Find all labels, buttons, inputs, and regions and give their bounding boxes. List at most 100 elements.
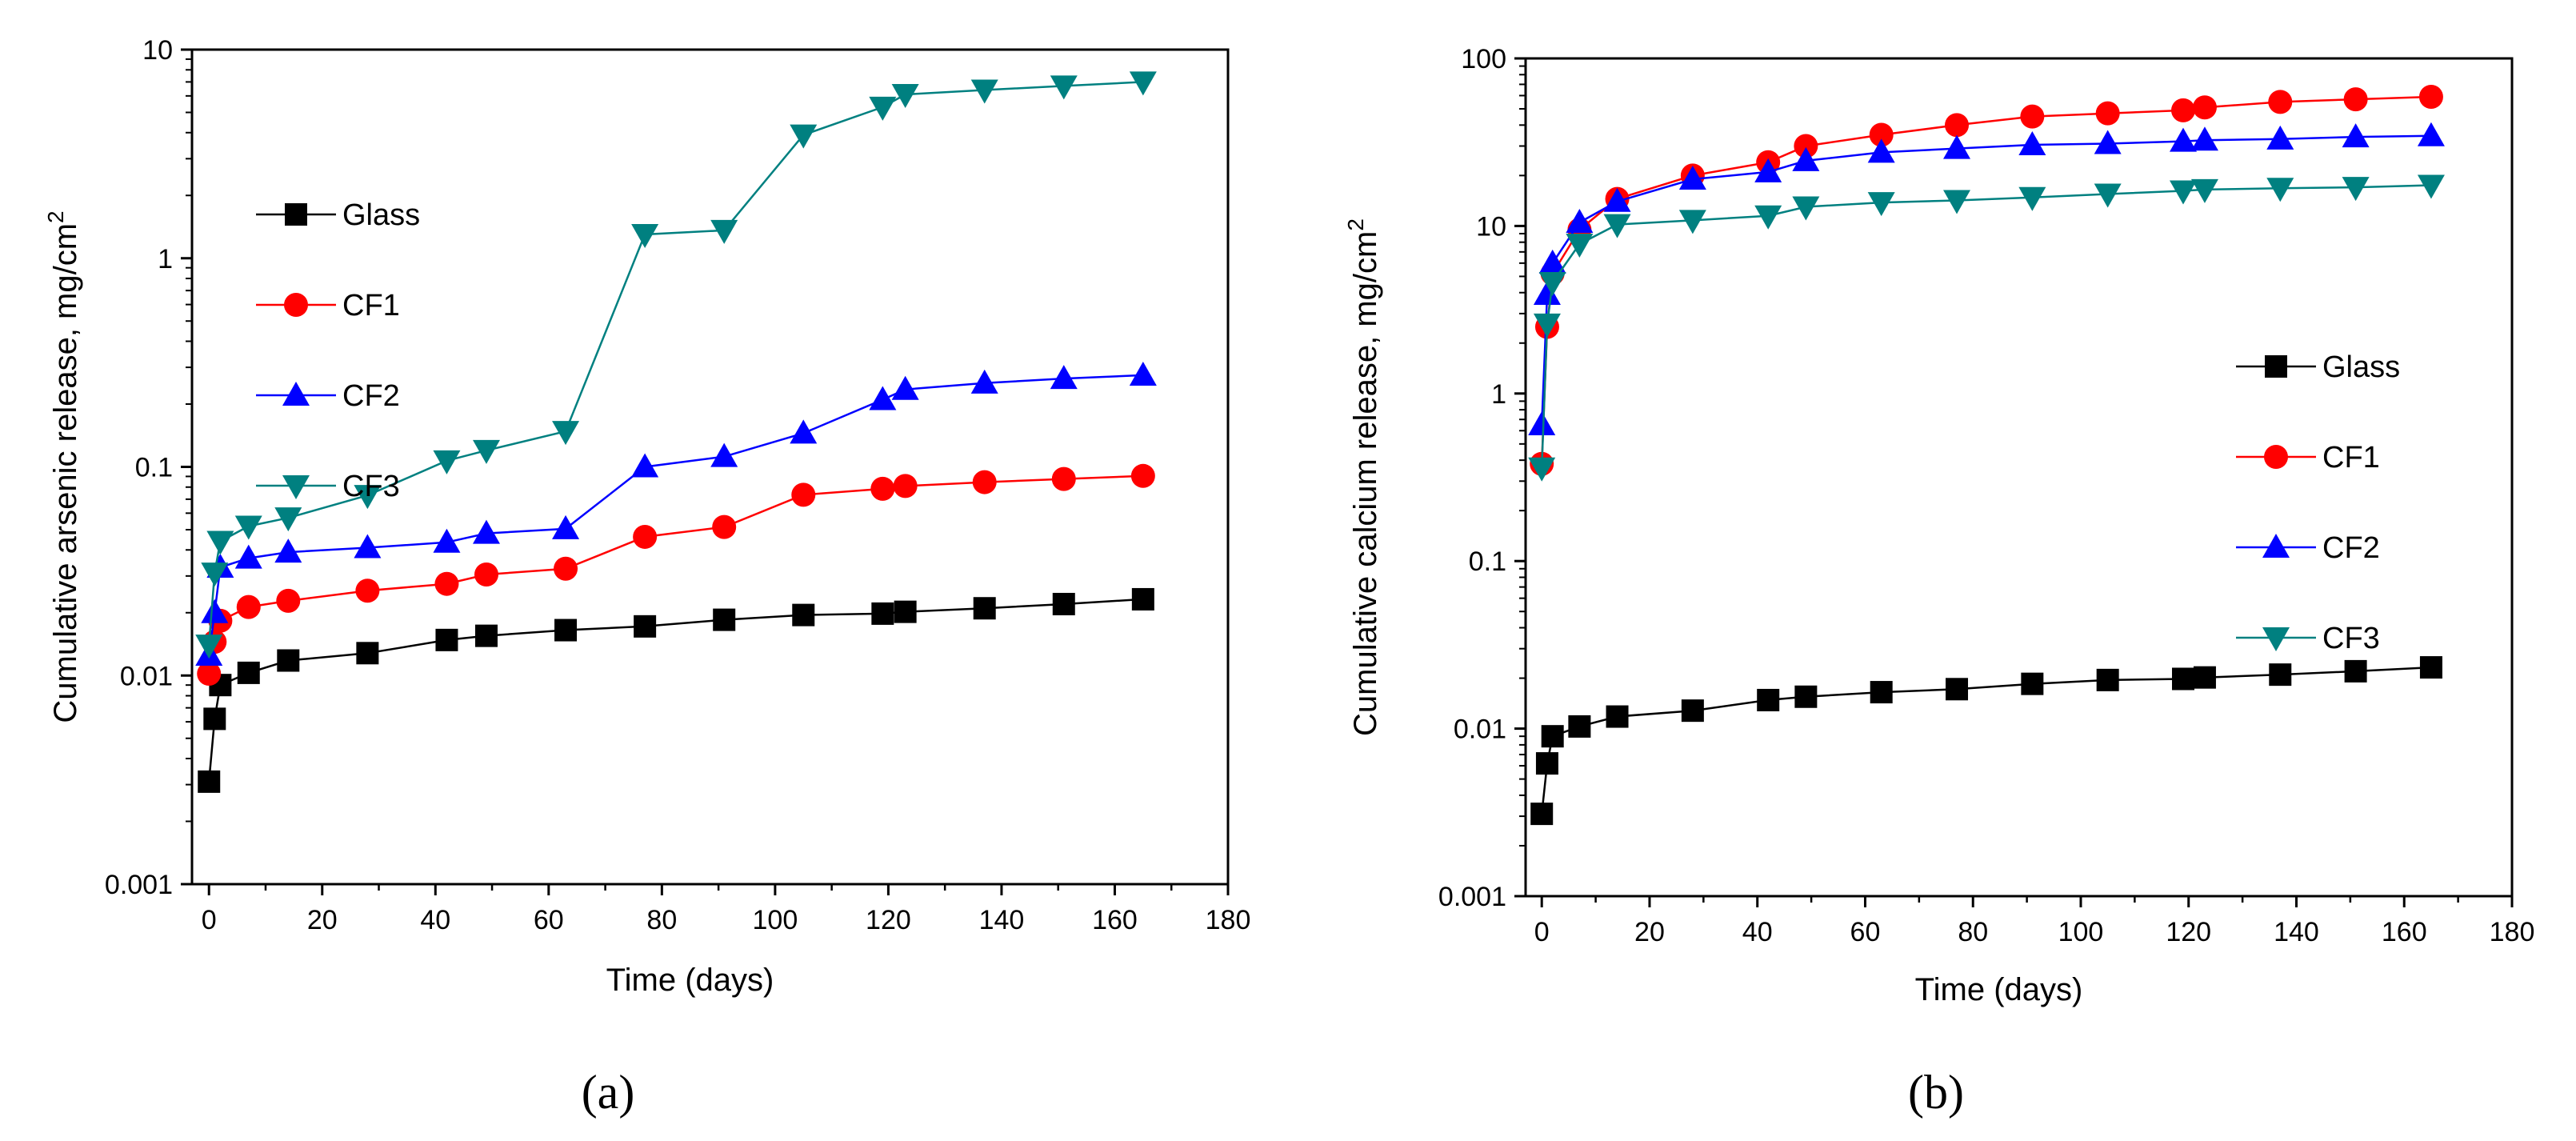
chart2-y-tick-label: 100	[1461, 44, 1506, 74]
chart2-y-tick-label: 1	[1491, 379, 1506, 410]
chart1-data-point-cf1	[197, 662, 222, 687]
chart1-data-point-glass	[634, 615, 657, 638]
chart1-legend-marker	[282, 475, 310, 499]
chart1-legend-item-cf1: CF1	[256, 289, 400, 322]
chart2-legend-marker	[2265, 355, 2287, 378]
chart1-data-point-glass	[1131, 587, 1154, 611]
chart1-data-point-cf3	[354, 485, 382, 510]
chart1-data-point-cf1	[236, 595, 261, 619]
chart1-legend-label: CF2	[342, 379, 400, 413]
chart2-series-line-glass	[1540, 666, 2431, 815]
chart2-data-point-cf3	[2018, 186, 2046, 211]
chart2-legend-label: Glass	[2322, 350, 2400, 384]
chart2-legend-label: CF1	[2322, 441, 2380, 474]
chart1-data-point-cf2	[1050, 365, 1078, 390]
chart1-panel-label: (a)	[582, 1066, 635, 1119]
chart2-data-point-cf1	[2343, 87, 2368, 112]
chart2-data-point-cf3	[2094, 183, 2122, 208]
chart2-data-point-cf2	[2342, 123, 2370, 148]
chart1-data-point-cf1	[474, 562, 498, 587]
chart2-data-point-cf2	[1754, 158, 1782, 182]
chart1-data-point-cf1	[633, 524, 658, 549]
chart2-data-point-cf3	[2190, 178, 2218, 203]
chart1-data-point-cf1	[870, 476, 895, 501]
chart1-x-tick-label: 180	[1206, 905, 1251, 935]
chart1-data-point-cf3	[869, 96, 897, 121]
chart2-data-point-cf3	[1678, 210, 1706, 234]
chart1-data-point-cf2	[1129, 361, 1157, 386]
chart2-data-point-cf2	[1603, 187, 1631, 212]
chart1: 0 20 40 60 80 100 120 140 160 180 0.001 0.01 0.1 1 10 G…	[43, 35, 1250, 1119]
chart2-data-point-glass	[2193, 666, 2216, 689]
chart1-data-point-cf3	[891, 83, 919, 108]
chart1-x-tick-label: 140	[979, 905, 1025, 935]
chart1-y-axis-label-superscript: 2	[43, 210, 68, 223]
chart2-data-point-cf1	[1794, 134, 1818, 158]
chart2-data-point-cf2	[1528, 410, 1556, 435]
chart2-data-point-cf3	[2170, 180, 2197, 205]
chart1-data-point-cf3	[790, 124, 818, 149]
chart1-data-point-cf2	[552, 514, 580, 539]
chart2-y-axis-label-main: Cumulative calcium release, mg/cm	[1348, 231, 1383, 736]
chart2-data-point-glass	[1530, 803, 1554, 826]
chart1-legend-item-cf3: CF3	[256, 470, 400, 503]
chart2-legend-label: CF2	[2322, 531, 2380, 565]
chart2-y-tick-label: 0.01	[1454, 715, 1506, 745]
chart1-data-point-glass	[1052, 592, 1075, 615]
chart2-y-axis-label-superscript: 2	[1343, 218, 1368, 231]
chart1-y-tick-label: 10	[142, 35, 173, 66]
chart1-data-point-cf2	[869, 386, 897, 410]
chart1-legend-label: CF1	[342, 289, 400, 322]
chart2-data-point-glass	[1535, 752, 1558, 775]
chart2-x-tick-label: 80	[1958, 917, 1988, 947]
chart1-data-point-cf2	[631, 453, 659, 478]
chart1-data-point-cf3	[710, 219, 738, 244]
chart2-y-tick-label: 0.001	[1438, 882, 1506, 912]
chart1-x-tick-label: 40	[420, 905, 450, 935]
chart2-data-point-cf1	[2020, 104, 2045, 129]
chart2-data-point-glass	[1568, 715, 1591, 738]
chart2-data-point-cf3	[1603, 214, 1631, 238]
chart2-data-point-cf2	[1678, 166, 1706, 190]
chart2-x-tick-label: 40	[1742, 917, 1773, 947]
chart1-data-point-glass	[792, 603, 815, 627]
chart2-series-glass	[1530, 656, 2442, 826]
chart1-data-point-cf1	[434, 571, 459, 596]
chart1-legend-label: Glass	[342, 198, 420, 232]
chart1-x-tick-label: 0	[202, 905, 217, 935]
chart1-data-point-cf1	[554, 556, 578, 581]
chart1-data-point-glass	[554, 619, 578, 642]
chart1-data-point-cf1	[791, 482, 816, 507]
chart2-data-point-cf2	[2018, 130, 2046, 155]
chart2-x-tick-label: 140	[2274, 917, 2319, 947]
chart2-data-point-glass	[2172, 667, 2194, 691]
chart2-data-point-cf2	[1943, 134, 1971, 159]
chart1-y-tick-label: 0.01	[120, 661, 173, 691]
chart1-series-line-cf2	[207, 374, 1143, 656]
chart1-series-glass	[198, 587, 1154, 793]
chart2-data-point-glass	[1606, 705, 1629, 728]
chart2-data-point-cf3	[1792, 196, 1820, 221]
chart1-x-tick-label: 120	[866, 905, 911, 935]
chart2-legend-marker	[2264, 445, 2288, 469]
chart2-x-tick-label: 20	[1634, 917, 1665, 947]
chart1-x-axis-label: Time (days)	[606, 963, 774, 998]
chart1-x-tick-label: 100	[753, 905, 798, 935]
chart1-data-point-cf2	[472, 519, 500, 544]
chart1-data-point-glass	[277, 649, 300, 672]
chart1-y-tick-label: 1	[158, 244, 173, 274]
chart1-series-line-cf3	[207, 81, 1143, 646]
chart2-data-point-glass	[2021, 672, 2044, 695]
chart2-data-point-cf2	[2417, 122, 2445, 146]
chart1-data-point-cf3	[1129, 71, 1157, 96]
chart1-x-tick-label: 60	[534, 905, 564, 935]
chart1-data-point-cf1	[972, 470, 997, 494]
chart2-legend: Glass CF1 CF2 CF3	[2236, 350, 2400, 655]
chart2-data-point-cf2	[2266, 125, 2294, 150]
chart2-legend-marker	[2262, 627, 2290, 651]
chart2-data-point-cf2	[1538, 249, 1566, 274]
chart1-x-tick-label: 20	[307, 905, 338, 935]
chart1-data-point-glass	[435, 628, 458, 651]
chart2-data-point-glass	[2419, 656, 2442, 679]
